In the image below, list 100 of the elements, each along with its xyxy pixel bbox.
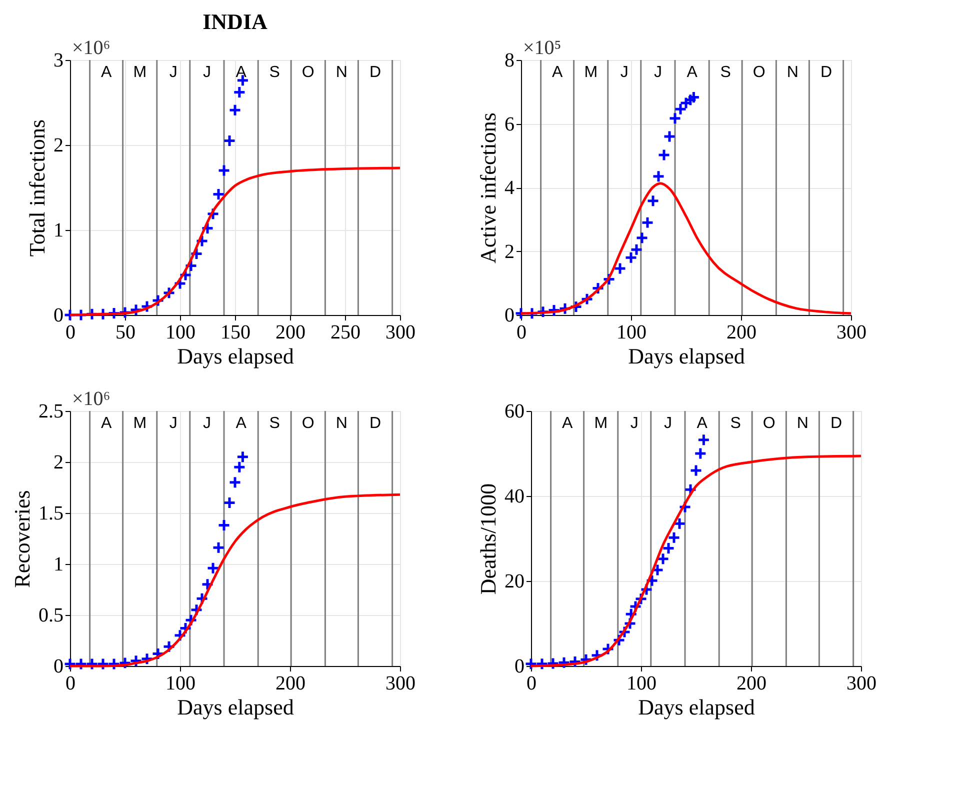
- point: [212, 541, 225, 554]
- point: [614, 262, 626, 275]
- point: [96, 657, 110, 670]
- point: [130, 654, 142, 668]
- ref-line-label: O: [762, 415, 776, 432]
- point: [524, 657, 538, 670]
- ref-line-label: A: [562, 415, 573, 432]
- x-tick-label: 100: [626, 672, 656, 694]
- point: [651, 563, 664, 576]
- ref-line-label: S: [730, 415, 741, 432]
- y-tick-label: 1: [54, 554, 64, 576]
- ref-line-label: A: [236, 64, 247, 81]
- point: [656, 552, 670, 566]
- text: ×10⁶: [72, 37, 110, 59]
- point: [663, 130, 676, 143]
- point: [558, 656, 570, 670]
- point: [218, 164, 230, 177]
- ref-line-label: M: [133, 64, 147, 81]
- y-tick-label: 4: [504, 177, 514, 199]
- x-tick-label: 200: [726, 322, 756, 344]
- point: [536, 657, 548, 670]
- y-tick-label: 3: [54, 50, 64, 72]
- ref-line-label: D: [820, 64, 832, 81]
- point: [668, 531, 680, 544]
- y-tick-label: 6: [504, 113, 514, 136]
- x-tick-label: 200: [736, 672, 766, 694]
- x-tick-label: 100: [166, 322, 196, 344]
- point: [223, 496, 236, 510]
- x-tick-label: 200: [276, 322, 306, 344]
- point: [206, 562, 220, 575]
- point: [662, 542, 675, 555]
- y-tick-label: 20: [504, 570, 524, 592]
- point: [236, 450, 250, 464]
- ref-line-label: J: [620, 64, 628, 81]
- y-axis-title: Deaths/1000: [476, 483, 500, 595]
- y-tick-label: 0.5: [38, 604, 64, 626]
- point: [212, 188, 225, 201]
- text: ×10⁶: [72, 388, 110, 410]
- x-axis-title: Days elapsed: [177, 344, 294, 368]
- y-tick-label: 2: [504, 240, 514, 263]
- point: [232, 460, 246, 474]
- ref-line-label: O: [302, 64, 314, 81]
- point: [118, 656, 132, 670]
- ref-line-label: A: [236, 415, 247, 432]
- ref-line-label: S: [269, 64, 280, 81]
- y-tick-label: 0: [54, 304, 64, 326]
- ref-line-label: O: [752, 64, 766, 81]
- x-tick-label: 300: [846, 672, 876, 694]
- point: [687, 90, 700, 104]
- x-tick-label: 300: [836, 322, 866, 344]
- point: [232, 86, 246, 99]
- point: [228, 104, 242, 117]
- y-tick-label: 2.5: [38, 400, 64, 422]
- ref-line-label: J: [654, 64, 662, 81]
- point: [223, 134, 236, 148]
- x-axis-title: Days elapsed: [177, 694, 294, 720]
- ref-line-label: D: [369, 64, 382, 81]
- x-tick-label: 300: [386, 672, 416, 694]
- ref-line-label: A: [552, 64, 563, 81]
- ref-line-label: A: [696, 415, 708, 432]
- x-tick-label: 300: [386, 322, 416, 344]
- y-axis-title: Total infections: [24, 119, 50, 257]
- y-tick-label: 60: [504, 400, 524, 422]
- x-tick-label: 100: [166, 672, 196, 694]
- y-tick-label: 1: [54, 220, 64, 242]
- point: [546, 656, 560, 670]
- point: [658, 148, 670, 162]
- x-tick-label: 200: [276, 672, 306, 694]
- point: [108, 657, 120, 670]
- ref-line-label: J: [169, 64, 178, 81]
- ref-line-label: O: [302, 415, 314, 432]
- ref-line-label: J: [202, 415, 211, 432]
- ref-line-label: D: [830, 415, 842, 432]
- y-axis-title: Recoveries: [10, 490, 34, 588]
- y-tick-label: 40: [504, 486, 524, 508]
- point: [74, 657, 88, 670]
- chart-title: INDIA: [202, 9, 268, 34]
- x-tick-label: 50: [116, 322, 136, 344]
- ref-line-label: N: [796, 415, 808, 432]
- text: ×10⁵: [523, 37, 562, 59]
- y-axis-title: Active infections: [476, 112, 500, 264]
- point: [228, 476, 242, 489]
- ref-line-label: J: [664, 415, 672, 432]
- x-axis-title: Days elapsed: [638, 694, 755, 720]
- ref-line-label: N: [786, 64, 798, 81]
- y-tick-label: 2: [54, 452, 64, 474]
- point: [652, 170, 665, 183]
- point: [64, 657, 76, 670]
- point: [690, 464, 702, 477]
- y-tick-label: 0: [54, 656, 64, 678]
- ref-line-label: S: [269, 415, 280, 432]
- point: [630, 243, 643, 256]
- y-tick-label: 1.5: [38, 502, 64, 524]
- point: [697, 433, 710, 446]
- y-tick-label: 8: [504, 50, 514, 72]
- point: [624, 251, 638, 264]
- ref-line-label: J: [202, 64, 211, 81]
- ref-line-label: A: [100, 64, 112, 81]
- point: [86, 657, 98, 670]
- ref-line-label: N: [336, 64, 348, 81]
